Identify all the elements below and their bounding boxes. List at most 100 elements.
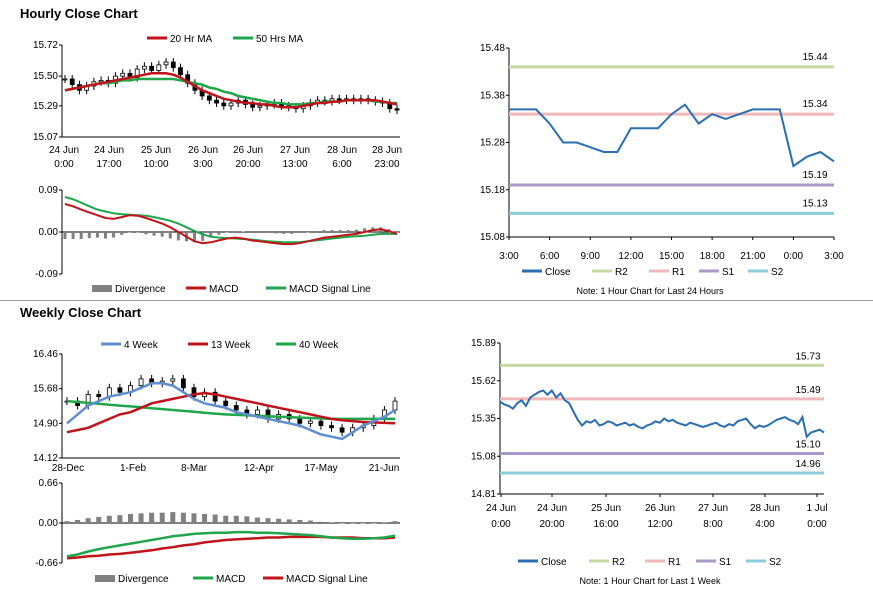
weekly-close-x-tick-date: 27 Jun <box>698 503 728 514</box>
hourly-price-x-tick-time: 3:00 <box>193 159 213 170</box>
hourly-candle <box>178 67 183 76</box>
hourly-candle <box>394 108 400 111</box>
weekly-divergence-bar <box>96 516 102 523</box>
weekly-price-x-tick: 28-Dec <box>52 463 84 474</box>
hourly-price-x-tick-time: 17:00 <box>96 159 121 170</box>
hourly-macd-y-tick-0: 0.09 <box>39 185 59 196</box>
hourly-candle <box>62 78 68 81</box>
hourly-close-y-tick-2: 15.28 <box>480 138 505 149</box>
weekly-close-s1-legend-label: S1 <box>719 557 732 568</box>
hourly-divergence-bar <box>128 232 132 233</box>
weekly-close-x-tick-time: 20:00 <box>539 519 564 530</box>
weekly-price-x-tick: 21-Jun <box>369 463 400 474</box>
weekly-candle <box>138 378 144 386</box>
weekly-ma13-line <box>66 391 396 434</box>
hourly-divergence-bar <box>193 232 197 243</box>
hourly-candle <box>98 79 104 83</box>
weekly-close-y-tick-3: 15.08 <box>471 451 496 462</box>
weekly-close-x-tick-time: 8:00 <box>703 519 723 530</box>
hourly-price-y-tick-0: 15.72 <box>33 40 58 51</box>
weekly-divergence-bar <box>276 518 282 523</box>
hourly-divergence-bar <box>249 232 253 233</box>
hourly-divergence-bar <box>314 231 318 232</box>
weekly-divergence-bar <box>381 522 387 523</box>
hourly-close-y-tick-4: 15.08 <box>480 232 505 243</box>
weekly-candle <box>339 427 345 433</box>
hourly-close-r1-legend-label: R1 <box>672 267 685 278</box>
hourly-ma50-legend-label: 50 Hrs MA <box>256 34 304 45</box>
weekly-candle <box>180 378 186 389</box>
weekly-macd-legend-label: MACD <box>216 574 245 585</box>
weekly-divergence-bar <box>360 523 366 524</box>
weekly-close-y-tick-1: 15.62 <box>471 376 496 387</box>
weekly-divergence-bar <box>223 515 229 523</box>
weekly-price-y-tick-3: 14.12 <box>33 453 58 464</box>
hourly-candle <box>170 61 176 69</box>
hourly-price-y-tick-1: 15.50 <box>33 71 58 82</box>
weekly-section-title: Weekly Close Chart <box>20 305 142 320</box>
weekly-close-s2-legend-label: S2 <box>769 557 782 568</box>
weekly-close-x-tick-date: 25 Jun <box>591 503 621 514</box>
weekly-close-y-tick-4: 14.81 <box>471 489 496 500</box>
weekly-divergence-bar <box>233 515 239 523</box>
hourly-candle <box>149 65 155 71</box>
weekly-price-y-tick-2: 14.90 <box>33 418 58 429</box>
hourly-divergence-bar <box>217 232 221 235</box>
hourly-price-y-tick-3: 15.07 <box>33 132 58 143</box>
hourly-close-x-tick: 21:00 <box>740 251 765 262</box>
hourly-price-x-tick-date: 24 Jun <box>49 145 79 156</box>
weekly-divergence-bar <box>170 512 176 523</box>
hourly-price-x-tick-date: 24 Jun <box>94 145 124 156</box>
weekly-close-x-tick-time: 16:00 <box>593 519 618 530</box>
weekly-divergence-bar <box>75 519 81 523</box>
weekly-price-x-tick: 17-May <box>304 463 337 474</box>
hourly-ma20-line <box>64 72 398 109</box>
weekly-divergence-bar <box>85 518 91 523</box>
weekly-candle <box>233 405 239 411</box>
weekly-candle <box>96 394 102 398</box>
hourly-candle <box>156 64 162 71</box>
hourly-signal-legend-label: MACD Signal Line <box>289 284 371 295</box>
weekly-level-r1-label: 15.49 <box>795 385 820 396</box>
hourly-close-x-tick: 3:00 <box>499 251 519 262</box>
weekly-divergence-bar <box>149 512 155 523</box>
hourly-close-x-tick: 9:00 <box>581 251 601 262</box>
hourly-divergence-bar <box>241 231 245 233</box>
hourly-divergence-bar <box>225 232 229 233</box>
weekly-price-x-tick: 12-Apr <box>244 463 275 474</box>
hourly-close-x-tick: 12:00 <box>618 251 643 262</box>
hourly-divergence-bar <box>63 232 67 239</box>
hourly-price-x-tick-date: 27 Jun <box>280 145 310 156</box>
weekly-level-r2-label: 15.73 <box>795 351 820 362</box>
hourly-price-x-tick-date: 28 Jun <box>372 145 402 156</box>
hourly-price-x-tick-date: 25 Jun <box>141 145 171 156</box>
weekly-close-x-tick-date: 24 Jun <box>486 503 516 514</box>
weekly-candle <box>212 391 218 402</box>
weekly-divergence-bar <box>180 512 186 523</box>
weekly-divergence-bar <box>64 521 70 523</box>
hourly-divergence-bar <box>112 232 116 238</box>
weekly-divergence-bar <box>191 513 197 523</box>
weekly-divergence-bar <box>106 515 112 523</box>
hourly-close-x-tick: 3:00 <box>824 251 844 262</box>
weekly-close-x-tick-time: 0:00 <box>807 519 827 530</box>
weekly-divergence-bar <box>318 521 324 523</box>
hourly-divergence-bar <box>120 232 124 235</box>
hourly-divergence-bar <box>395 232 399 233</box>
weekly-divergence-bar <box>371 523 377 524</box>
hourly-divergence-bar <box>176 232 180 241</box>
weekly-close-x-tick-time: 0:00 <box>491 519 511 530</box>
weekly-macd-y-tick-0: 0.66 <box>39 478 59 489</box>
hourly-price-x-tick-date: 26 Jun <box>188 145 218 156</box>
hourly-candle <box>228 102 234 107</box>
hourly-divergence-legend-label: Divergence <box>115 284 166 295</box>
hourly-price-x-tick-time: 0:00 <box>54 159 74 170</box>
hourly-divergence-legend-swatch <box>92 285 112 292</box>
weekly-candle <box>255 409 260 415</box>
weekly-divergence-bar <box>265 518 271 523</box>
weekly-ma4-line <box>66 382 396 441</box>
hourly-price-x-tick-time: 10:00 <box>143 159 168 170</box>
hourly-note: Note: 1 Hour Chart for Last 24 Hours <box>576 286 724 296</box>
